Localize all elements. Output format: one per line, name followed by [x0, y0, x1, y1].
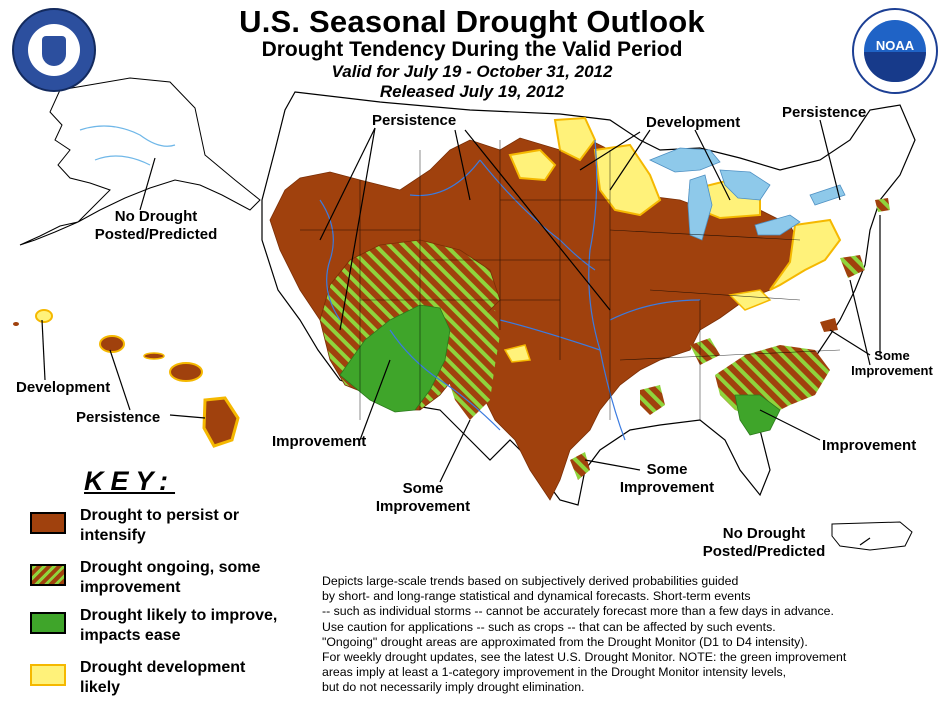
label-some-improvement-gulf: Some Improvement [612, 461, 722, 497]
alaska-region [19, 77, 261, 246]
valid-dates: Valid for July 19 - October 31, 2012 [331, 62, 613, 81]
label-hawaii-development: Development [16, 379, 111, 396]
conus-region [261, 91, 916, 506]
note-line: by short- and long-range statistical and… [322, 589, 751, 604]
key-text-improve: Drought likely to improve, impacts ease [80, 606, 277, 646]
hawaii-region [13, 309, 240, 448]
page-title: U.S. Seasonal Drought Outlook [239, 4, 705, 39]
noaa-logo-icon: NOAA [852, 8, 938, 94]
key-improve-line1: Drought likely to improve, [80, 607, 278, 624]
key-develop-line2: likely [80, 679, 121, 696]
noaa-logo-text: NOAA [875, 38, 915, 53]
puerto-rico-region [831, 521, 913, 551]
note-line: For weekly drought updates, see the late… [322, 650, 847, 665]
note-line: "Ongoing" drought areas are approximated… [322, 634, 808, 649]
label-some-improvement-gulf-line2: Improvement [619, 479, 715, 496]
label-some-improvement-east: Some Improvement [842, 348, 942, 378]
label-persistence-ne: Persistence [782, 104, 867, 121]
label-development-north: Development [646, 114, 741, 131]
note-line: Depicts large-scale trends based on subj… [322, 574, 739, 588]
key-text-ongoing: Drought ongoing, some improvement [80, 558, 260, 598]
note-line: -- such as individual storms -- cannot b… [322, 604, 834, 619]
key-swatch-develop [30, 664, 66, 686]
note-line: areas imply at least a 1-category improv… [322, 665, 787, 680]
release-date: Released July 19, 2012 [379, 82, 565, 101]
key-swatch-improve [30, 612, 66, 634]
label-hawaii-persistence: Persistence [76, 409, 161, 426]
key-text-persist: Drought to persist or intensify [80, 506, 239, 546]
key-ongoing-line2: improvement [80, 579, 181, 596]
key-item-improve: Drought likely to improve, impacts ease [30, 606, 320, 648]
label-some-improvement-tx: Some Improvement [368, 480, 478, 516]
label-some-improvement-tx-line1: Some [402, 480, 444, 497]
key-text-develop: Drought development likely [80, 658, 245, 698]
commerce-seal-icon [12, 8, 96, 92]
label-puerto-rico: No Drought Posted/Predicted [694, 525, 834, 561]
key-persist-line2: intensify [80, 527, 146, 544]
key-improve-line2: impacts ease [80, 627, 181, 644]
key-title: KEY: [84, 466, 176, 496]
key-ongoing-line1: Drought ongoing, some [80, 559, 261, 576]
label-alaska-line1: No Drought [114, 208, 198, 225]
note-line: Use caution for applications -- such as … [322, 619, 776, 634]
disclaimer-notes: Depicts large-scale trends based on subj… [322, 574, 942, 696]
label-improvement-se: Improvement [822, 437, 917, 454]
key-item-ongoing: Drought ongoing, some improvement [30, 558, 320, 600]
label-alaska: No Drought Posted/Predicted [86, 208, 226, 244]
key-item-persist: Drought to persist or intensify [30, 506, 320, 548]
label-alaska-line2: Posted/Predicted [94, 226, 218, 243]
note-line: but do not necessarily imply drought eli… [322, 680, 585, 695]
label-some-improvement-gulf-line1: Some [646, 461, 688, 478]
label-persistence-west: Persistence [372, 112, 457, 129]
label-improvement-sw: Improvement [272, 433, 367, 450]
key-swatch-persist [30, 512, 66, 534]
label-some-improvement-east-line2: Improvement [851, 363, 933, 378]
label-pr-line2: Posted/Predicted [702, 543, 826, 560]
label-some-improvement-tx-line2: Improvement [375, 498, 471, 515]
key-persist-line1: Drought to persist or [80, 507, 240, 524]
label-some-improvement-east-line1: Some [874, 348, 910, 363]
label-pr-line1: No Drought [722, 525, 806, 542]
key-swatch-ongoing [30, 564, 66, 586]
key-item-develop: Drought development likely [30, 658, 320, 700]
page-subtitle: Drought Tendency During the Valid Period [261, 38, 683, 61]
key-develop-line1: Drought development [80, 659, 246, 676]
